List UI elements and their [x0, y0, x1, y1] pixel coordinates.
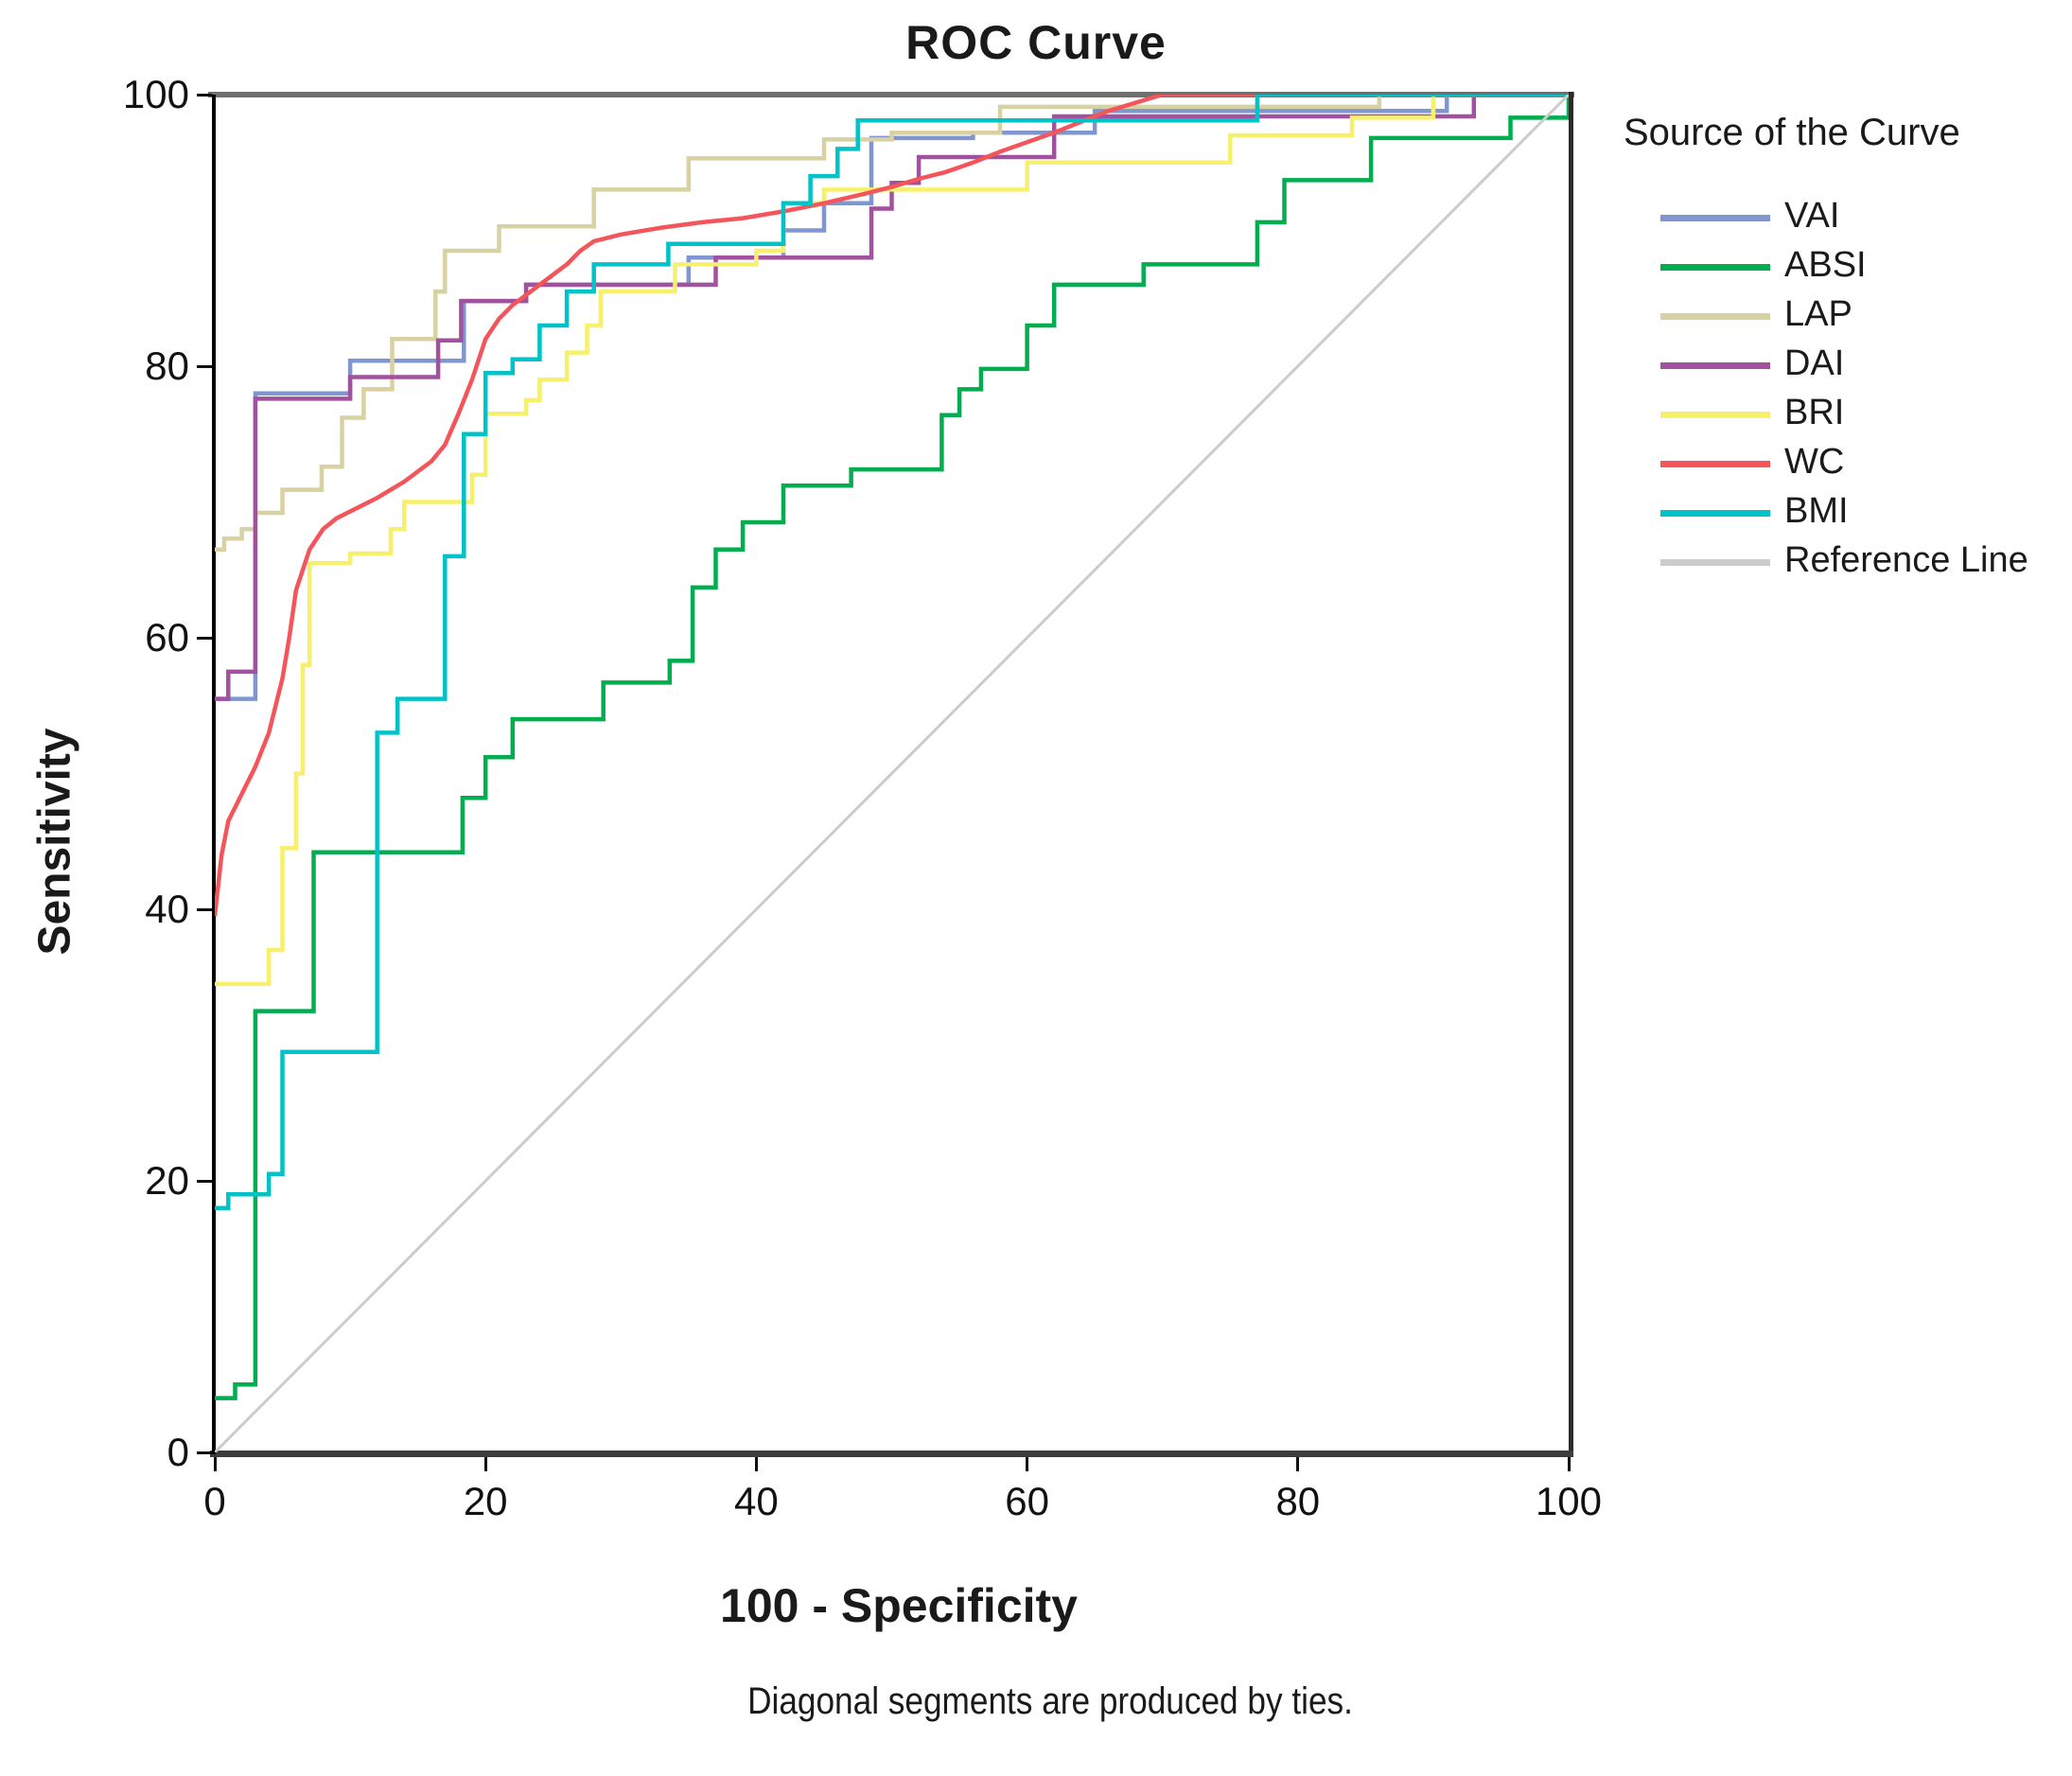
curve-reference-line — [215, 95, 1569, 1452]
legend-item-reference-line: Reference Line — [1608, 538, 2063, 588]
legend-label: BMI — [1784, 491, 1849, 531]
curve-dai — [215, 95, 1569, 699]
y-tick — [197, 1179, 212, 1183]
x-tick — [483, 1457, 487, 1471]
plot-area — [215, 95, 1569, 1452]
legend-swatch-bmi — [1660, 510, 1770, 517]
x-tick — [1026, 1457, 1029, 1471]
legend-item-dai: DAI — [1608, 342, 2063, 391]
curve-bmi — [215, 95, 1569, 1208]
y-tick — [197, 364, 212, 368]
legend-swatch-absi — [1660, 264, 1770, 271]
x-tick-label: 100 — [1535, 1479, 1603, 1523]
y-tick-label: 80 — [145, 343, 189, 388]
x-tick-label: 40 — [734, 1479, 779, 1523]
legend-swatch-dai — [1660, 362, 1770, 369]
y-tick — [197, 636, 212, 640]
legend-item-vai: VAI — [1608, 194, 2063, 243]
legend-items: VAI ABSI LAP DAI BRI WC BMI Reference Line — [1608, 194, 2063, 588]
plot-frame-top — [208, 92, 1574, 97]
legend-item-wc: WC — [1608, 440, 2063, 489]
chart-footnote: Diagonal segments are produced by ties. — [747, 1680, 1353, 1722]
legend-item-absi: ABSI — [1608, 243, 2063, 292]
x-axis-title: 100 - Specificity — [720, 1579, 1078, 1632]
legend-swatch-bri — [1660, 412, 1770, 418]
x-tick — [1567, 1457, 1571, 1471]
curve-absi — [215, 95, 1569, 1398]
plot-frame-left — [212, 95, 216, 1454]
x-tick-label: 60 — [1005, 1479, 1049, 1523]
x-tick — [1296, 1457, 1300, 1471]
x-tick — [754, 1457, 758, 1471]
x-tick-label: 80 — [1275, 1479, 1321, 1523]
legend-item-bri: BRI — [1608, 391, 2063, 440]
legend-title: Source of the Curve — [1624, 112, 1960, 153]
legend-label: ABSI — [1784, 245, 1867, 285]
legend-label: BRI — [1784, 393, 1845, 432]
y-tick-label: 40 — [145, 887, 189, 931]
y-axis-title: Sensitivity — [29, 728, 80, 956]
legend-swatch-reference-line — [1660, 559, 1770, 566]
curve-bri — [215, 95, 1569, 984]
x-tick-label: 0 — [203, 1479, 226, 1523]
y-tick-label: 20 — [145, 1158, 189, 1203]
y-tick-label: 60 — [145, 615, 189, 659]
legend: Source of the Curve VAI ABSI LAP DAI BRI WC BM… — [1608, 112, 2063, 588]
curve-lap — [215, 95, 1569, 550]
y-tick — [197, 93, 212, 97]
legend-swatch-vai — [1660, 215, 1770, 221]
chart-title: ROC Curve — [905, 16, 1167, 69]
plot-frame-bottom — [210, 1451, 1573, 1457]
plot-frame-right — [1569, 92, 1573, 1457]
y-tick — [197, 907, 212, 911]
legend-swatch-lap — [1660, 313, 1770, 320]
y-tick-label: 100 — [122, 72, 189, 116]
curve-wc — [215, 95, 1569, 916]
y-tick-label: 0 — [167, 1430, 189, 1474]
legend-item-lap: LAP — [1608, 292, 2063, 342]
legend-swatch-wc — [1660, 461, 1770, 467]
legend-label: Reference Line — [1784, 540, 2028, 580]
legend-label: LAP — [1784, 294, 1853, 334]
legend-label: VAI — [1784, 196, 1840, 236]
legend-item-bmi: BMI — [1608, 489, 2063, 538]
y-tick — [197, 1451, 212, 1454]
legend-label: WC — [1784, 442, 1845, 482]
legend-label: DAI — [1784, 343, 1845, 383]
x-tick — [213, 1457, 217, 1471]
roc-curves-canvas — [215, 95, 1569, 1452]
x-tick-label: 20 — [463, 1479, 508, 1523]
